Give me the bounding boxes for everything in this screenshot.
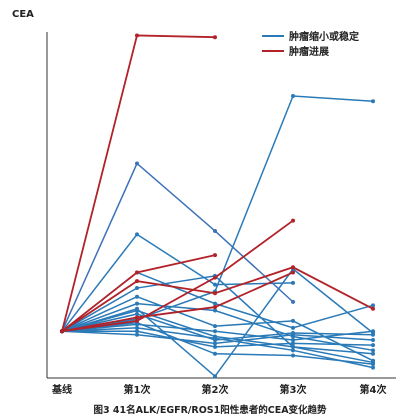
- data-point: [135, 329, 139, 333]
- data-point: [213, 374, 217, 378]
- data-point: [291, 265, 295, 269]
- data-point: [291, 219, 295, 223]
- data-point: [135, 312, 139, 316]
- data-point: [213, 302, 217, 306]
- data-point: [371, 348, 375, 352]
- data-point: [371, 303, 375, 307]
- data-point: [135, 315, 139, 319]
- data-point: [291, 319, 295, 323]
- data-point: [291, 341, 295, 345]
- data-point: [135, 309, 139, 313]
- data-point: [371, 307, 375, 311]
- data-point: [291, 345, 295, 349]
- data-point: [135, 279, 139, 283]
- data-point: [213, 334, 217, 338]
- legend: 肿瘤缩小或稳定 肿瘤进展: [262, 30, 359, 58]
- data-point: [291, 270, 295, 274]
- data-point: [371, 352, 375, 356]
- data-point: [371, 338, 375, 342]
- data-point: [371, 329, 375, 333]
- legend-label-stable: 肿瘤缩小或稳定: [289, 30, 359, 43]
- data-point: [213, 329, 217, 333]
- data-point: [60, 329, 64, 333]
- data-point: [213, 324, 217, 328]
- series-line: [62, 163, 293, 331]
- legend-label-progression: 肿瘤进展: [289, 45, 329, 58]
- data-point: [213, 276, 217, 280]
- data-point: [135, 161, 139, 165]
- data-point: [135, 270, 139, 274]
- x-tick-label: 第4次: [360, 383, 387, 396]
- data-point: [213, 253, 217, 257]
- data-point: [371, 99, 375, 103]
- series-layer: [60, 33, 375, 378]
- data-point: [135, 319, 139, 323]
- y-axis-label: CEA: [12, 9, 34, 20]
- data-point: [213, 291, 217, 295]
- data-point: [135, 286, 139, 290]
- data-point: [291, 300, 295, 304]
- data-point: [291, 338, 295, 342]
- data-point: [291, 333, 295, 337]
- data-point: [291, 326, 295, 330]
- x-tick-label: 第2次: [202, 383, 229, 396]
- data-point: [371, 366, 375, 370]
- x-tick-label: 第3次: [280, 383, 307, 396]
- data-point: [213, 229, 217, 233]
- data-point: [135, 295, 139, 299]
- data-point: [135, 302, 139, 306]
- data-point: [135, 33, 139, 37]
- data-point: [213, 35, 217, 39]
- x-tick-label: 基线: [51, 383, 72, 396]
- data-point: [291, 348, 295, 352]
- data-point: [371, 343, 375, 347]
- figure-caption: 图3 41名ALK/EGFR/ROS1阳性患者的CEA变化趋势: [93, 404, 327, 416]
- x-tick-label: 第1次: [124, 383, 151, 396]
- data-point: [135, 326, 139, 330]
- data-point: [291, 281, 295, 285]
- data-point: [213, 305, 217, 309]
- data-point: [291, 94, 295, 98]
- data-point: [135, 333, 139, 337]
- data-point: [135, 232, 139, 236]
- data-point: [291, 354, 295, 358]
- data-point: [213, 345, 217, 349]
- data-point: [371, 333, 375, 337]
- x-tick-labels: 基线 第1次 第2次 第3次 第4次: [51, 383, 386, 396]
- series-stable-16: [60, 326, 375, 370]
- data-point: [213, 309, 217, 313]
- data-point: [213, 341, 217, 345]
- data-point: [371, 360, 375, 364]
- data-point: [213, 352, 217, 356]
